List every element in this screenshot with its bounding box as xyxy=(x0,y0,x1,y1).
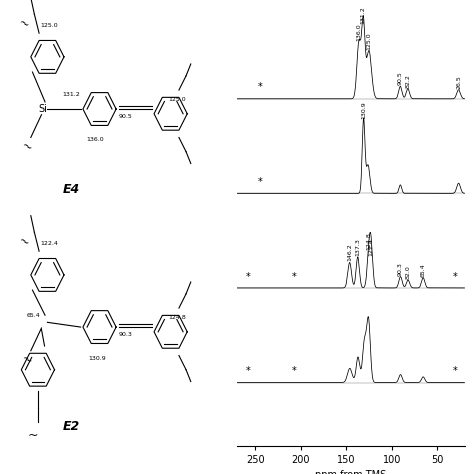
Text: 131.2: 131.2 xyxy=(361,7,366,24)
Text: 90.5: 90.5 xyxy=(118,114,132,119)
Text: 125.0: 125.0 xyxy=(40,23,58,28)
X-axis label: ppm from TMS: ppm from TMS xyxy=(315,470,386,474)
Text: 82.2: 82.2 xyxy=(405,73,410,88)
Text: 130.9: 130.9 xyxy=(361,101,366,119)
Text: 90.3: 90.3 xyxy=(118,332,132,337)
Text: 82.0: 82.0 xyxy=(406,265,410,279)
Text: *: * xyxy=(257,177,262,187)
Text: *: * xyxy=(246,366,250,376)
Text: 136.0: 136.0 xyxy=(356,24,362,41)
Text: 124.8: 124.8 xyxy=(367,232,372,250)
Text: Si: Si xyxy=(38,104,47,114)
Text: *: * xyxy=(246,272,250,282)
Text: 130.9: 130.9 xyxy=(88,356,106,361)
Text: E2: E2 xyxy=(63,420,80,433)
Text: ~: ~ xyxy=(18,139,34,155)
Text: ~: ~ xyxy=(16,234,31,250)
Text: 131.2: 131.2 xyxy=(63,92,81,97)
Text: 125.0: 125.0 xyxy=(366,32,372,50)
Text: 65.4: 65.4 xyxy=(421,263,426,277)
Text: 137.3: 137.3 xyxy=(356,238,360,256)
Text: *: * xyxy=(292,272,297,282)
Text: 26.5: 26.5 xyxy=(456,75,461,89)
Text: 124.8: 124.8 xyxy=(168,315,186,320)
Text: *: * xyxy=(257,82,262,92)
Text: ~: ~ xyxy=(16,16,31,32)
Text: *: * xyxy=(453,272,458,282)
Text: E4: E4 xyxy=(63,183,80,196)
Text: *: * xyxy=(292,366,297,376)
Text: ~: ~ xyxy=(18,352,34,368)
Text: 136.0: 136.0 xyxy=(86,137,104,143)
Text: 146.2: 146.2 xyxy=(347,244,352,262)
Text: 122.4: 122.4 xyxy=(369,238,374,256)
Text: 90.5: 90.5 xyxy=(398,72,403,85)
Text: *: * xyxy=(453,366,458,376)
Text: ~: ~ xyxy=(28,429,38,442)
Text: 90.3: 90.3 xyxy=(398,262,403,275)
Text: 65.4: 65.4 xyxy=(27,312,40,318)
Text: 122.4: 122.4 xyxy=(40,241,58,246)
Text: 125.0: 125.0 xyxy=(168,97,186,102)
